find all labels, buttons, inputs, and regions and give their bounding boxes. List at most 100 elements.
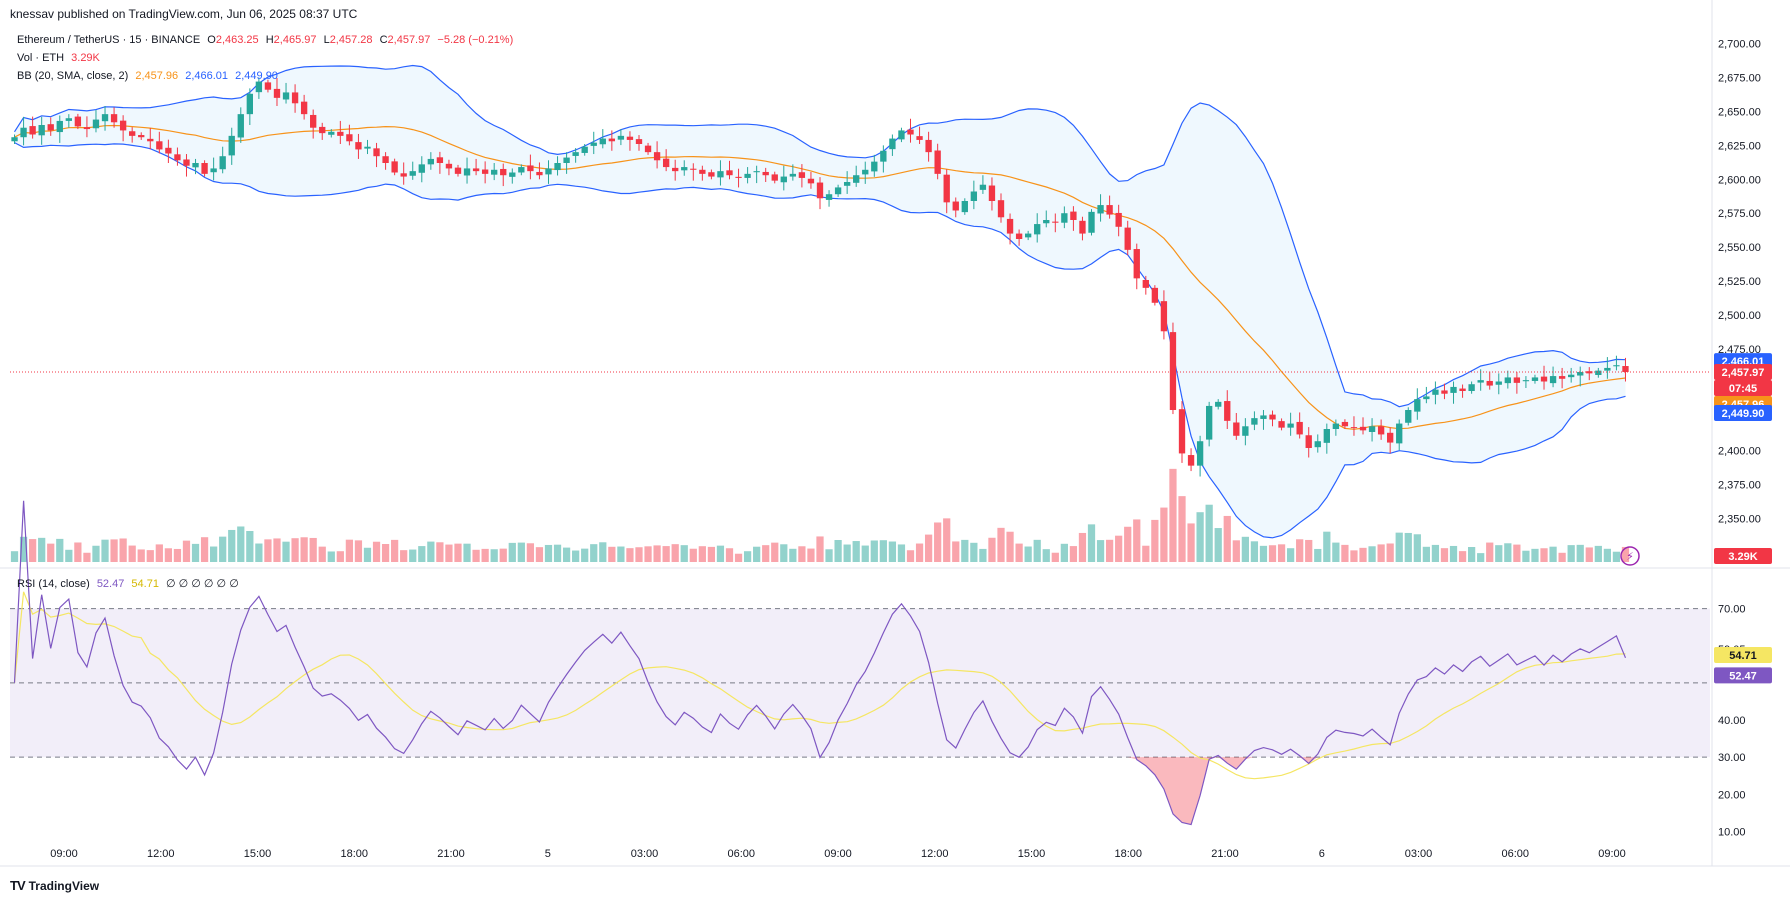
candle-body bbox=[690, 168, 697, 170]
candle-body bbox=[617, 135, 625, 140]
candle-body bbox=[1595, 370, 1602, 375]
candle-body bbox=[653, 152, 661, 161]
last-price-tag-bg bbox=[1714, 364, 1772, 380]
candle-body bbox=[20, 127, 27, 138]
candle-body bbox=[1079, 220, 1086, 234]
candle-body bbox=[1613, 365, 1620, 367]
volume-value: 3.29K bbox=[71, 52, 100, 64]
price-tick-label: 2,475.00 bbox=[1718, 344, 1761, 356]
bb-basis-line bbox=[14, 124, 1626, 430]
candle-body bbox=[445, 163, 453, 169]
candle-body bbox=[644, 145, 652, 153]
volume-bar bbox=[915, 543, 924, 562]
rsi-legend[interactable]: RSI (14, close) 52.47 54.71 ∅ ∅ ∅ ∅ ∅ ∅ bbox=[17, 577, 243, 590]
tradingview-brand[interactable]: TV TradingView bbox=[10, 878, 99, 893]
candle-body bbox=[83, 127, 91, 130]
candle-body bbox=[255, 81, 263, 93]
candle-body bbox=[771, 174, 778, 181]
time-tick-label: 06:00 bbox=[1501, 848, 1529, 860]
volume-bar bbox=[1187, 523, 1195, 562]
rsi-line bbox=[13, 500, 1627, 826]
candle-body bbox=[1314, 441, 1321, 448]
volume-bar bbox=[906, 550, 915, 562]
volume-bar bbox=[436, 542, 444, 562]
volume-bar bbox=[1477, 553, 1485, 562]
volume-bar bbox=[29, 539, 37, 562]
volume-bar bbox=[897, 544, 906, 562]
candle-body bbox=[581, 146, 588, 153]
candle-body bbox=[1486, 380, 1493, 386]
candle-body bbox=[1522, 380, 1530, 382]
rsi-tick-label: 70.00 bbox=[1718, 604, 1746, 616]
candle-body bbox=[56, 120, 63, 133]
candle-body bbox=[563, 157, 570, 163]
candle-body bbox=[662, 158, 670, 168]
volume-bar bbox=[997, 527, 1005, 562]
symbol-legend[interactable]: Ethereum / TetherUS · 15 · BINANCE O2,46… bbox=[17, 34, 517, 46]
candle-body bbox=[481, 169, 489, 174]
candle-body bbox=[1187, 455, 1195, 466]
candle-body bbox=[925, 139, 932, 153]
candle-body bbox=[65, 118, 72, 121]
volume-bar bbox=[237, 526, 245, 562]
countdown-tag-bg bbox=[1714, 380, 1772, 396]
candle-body bbox=[1169, 332, 1177, 410]
candle-body bbox=[843, 182, 851, 186]
volume-bar bbox=[1133, 519, 1141, 562]
volume-bar bbox=[1169, 468, 1177, 562]
volume-bar bbox=[843, 544, 851, 562]
candle-body bbox=[463, 168, 471, 176]
volume-bar bbox=[1440, 548, 1449, 562]
bb-fill bbox=[14, 65, 1626, 538]
candle-body bbox=[1160, 301, 1168, 332]
candle-body bbox=[1233, 422, 1240, 436]
candle-body bbox=[1604, 367, 1611, 371]
candle-body bbox=[1242, 426, 1249, 436]
candle-body bbox=[1468, 384, 1475, 391]
volume-bar bbox=[427, 541, 435, 562]
volume-bar bbox=[381, 544, 390, 562]
candle-body bbox=[1577, 372, 1584, 376]
published-text: knessav published on TradingView.com, Ju… bbox=[10, 7, 358, 21]
candle-body bbox=[1359, 426, 1367, 431]
volume-bar bbox=[517, 542, 525, 562]
candle-body bbox=[798, 172, 806, 178]
candle-body bbox=[527, 165, 534, 172]
lightning-icon bbox=[1620, 546, 1640, 566]
candle-body bbox=[590, 142, 597, 146]
candle-body bbox=[1305, 435, 1312, 448]
candle-body bbox=[554, 163, 561, 171]
volume-bar bbox=[780, 544, 788, 562]
candle-body bbox=[29, 126, 36, 135]
volume-bar bbox=[1214, 528, 1222, 562]
volume-bar bbox=[1115, 535, 1123, 562]
volume-bar bbox=[671, 544, 679, 562]
rsi-ma-value: 54.71 bbox=[131, 578, 159, 590]
candle-body bbox=[337, 131, 344, 136]
candle-body bbox=[1196, 441, 1204, 466]
volume-bar bbox=[1124, 526, 1132, 562]
bb-lower-tag-bg bbox=[1714, 404, 1772, 421]
volume-bar bbox=[1069, 546, 1078, 562]
volume-legend[interactable]: Vol · ETH 3.29K bbox=[17, 52, 104, 64]
candle-body bbox=[355, 142, 362, 150]
bb-legend[interactable]: BB (20, SMA, close, 2) 2,457.96 2,466.01… bbox=[17, 70, 282, 82]
volume-bar bbox=[1250, 541, 1259, 562]
volume-bar bbox=[1160, 507, 1168, 562]
volume-bar bbox=[798, 546, 806, 562]
candle-body bbox=[1341, 421, 1349, 427]
candle-body bbox=[1432, 389, 1439, 395]
volume-bar bbox=[689, 548, 697, 562]
bb-label: BB (20, SMA, close, 2) bbox=[17, 70, 129, 82]
time-tick-label: 03:00 bbox=[631, 848, 659, 860]
candle-body bbox=[1142, 279, 1149, 288]
volume-bar bbox=[1621, 546, 1630, 562]
time-tick-label: 12:00 bbox=[921, 848, 949, 860]
candle-body bbox=[509, 172, 516, 177]
candle-body bbox=[1495, 381, 1502, 385]
price-tick-label: 2,525.00 bbox=[1718, 276, 1761, 288]
candle-body bbox=[310, 114, 317, 128]
volume-bar bbox=[47, 543, 55, 562]
volume-bar bbox=[653, 545, 661, 562]
